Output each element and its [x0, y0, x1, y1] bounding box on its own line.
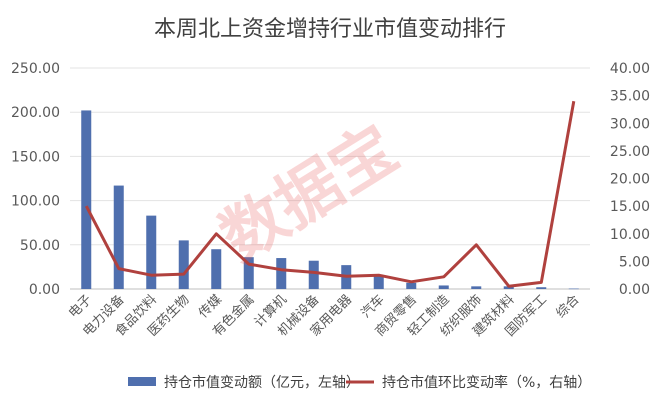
bar: [146, 215, 157, 289]
left-axis-tick-label: 150.00: [11, 149, 60, 165]
bar: [243, 257, 254, 289]
left-axis-tick-label: 100.00: [11, 194, 60, 210]
category-label: 综合: [554, 292, 583, 321]
left-axis-tick-label: 50.00: [20, 238, 60, 254]
watermark: 数据宝: [208, 112, 410, 277]
bar: [81, 110, 92, 289]
bar: [471, 286, 482, 289]
category-label: 汽车: [358, 292, 388, 322]
legend-swatch-bars: [128, 377, 156, 386]
right-axis-tick-label: 0.00: [619, 282, 650, 298]
right-axis-tick-label: 25.00: [610, 144, 650, 160]
left-axis-tick-label: 200.00: [11, 105, 60, 121]
category-label: 电子: [66, 292, 95, 321]
right-axis-tick-label: 40.00: [610, 61, 650, 77]
right-axis-tick-label: 15.00: [610, 199, 650, 215]
legend: 持仓市值变动额（亿元，左轴） 持仓市值环比变动率（%，右轴）: [128, 374, 591, 391]
bar: [406, 282, 417, 289]
bar: [113, 185, 124, 289]
right-axis-tick-label: 20.00: [610, 172, 650, 188]
chart-title: 本周北上资金增持行业市值变动排行: [154, 17, 506, 42]
bar: [568, 288, 579, 290]
grid-layer: [70, 67, 590, 290]
bar: [178, 240, 189, 289]
right-axis: 0.00 5.00 10.00 15.00 20.00 25.00 30.00 35.00 40…: [610, 61, 650, 298]
bar: [536, 287, 547, 289]
left-axis: 0.00 50.00 100.00 150.00 200.00 250.00: [11, 61, 60, 298]
legend-label-line: 持仓市值环比变动率（%，右轴）: [382, 374, 591, 391]
right-axis-tick-label: 5.00: [619, 254, 650, 270]
line-series: [84, 100, 576, 288]
bar: [373, 275, 384, 289]
bar: [438, 285, 449, 289]
right-axis-tick-label: 30.00: [610, 116, 650, 132]
legend-label-bars: 持仓市值变动额（亿元，左轴）: [164, 374, 360, 391]
bar: [276, 258, 287, 289]
right-axis-tick-label: 10.00: [610, 227, 650, 243]
bar: [211, 249, 222, 289]
right-axis-tick-label: 35.00: [610, 89, 650, 105]
left-axis-tick-label: 250.00: [11, 61, 60, 77]
line-layer: [84, 100, 576, 288]
category-label: 传媒: [196, 292, 225, 321]
bar: [308, 260, 319, 289]
watermark-text: 数据宝: [208, 112, 410, 277]
left-axis-tick-label: 0.00: [29, 282, 60, 298]
